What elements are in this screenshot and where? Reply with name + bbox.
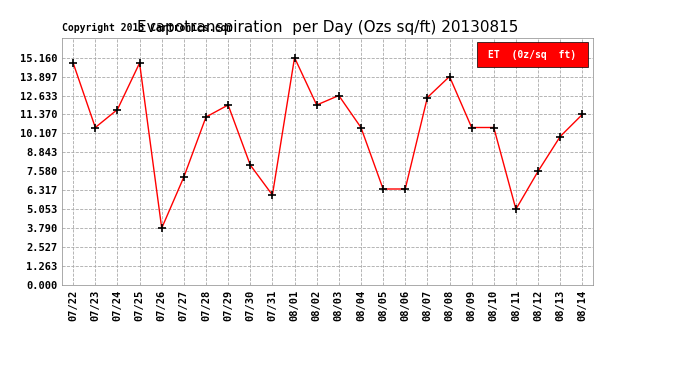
Title: Evapotranspiration  per Day (Ozs sq/ft) 20130815: Evapotranspiration per Day (Ozs sq/ft) 2… <box>137 20 518 35</box>
FancyBboxPatch shape <box>477 42 588 67</box>
Text: Copyright 2013 Cartronics.com: Copyright 2013 Cartronics.com <box>62 22 233 33</box>
Text: ET  (0z/sq  ft): ET (0z/sq ft) <box>489 50 576 60</box>
